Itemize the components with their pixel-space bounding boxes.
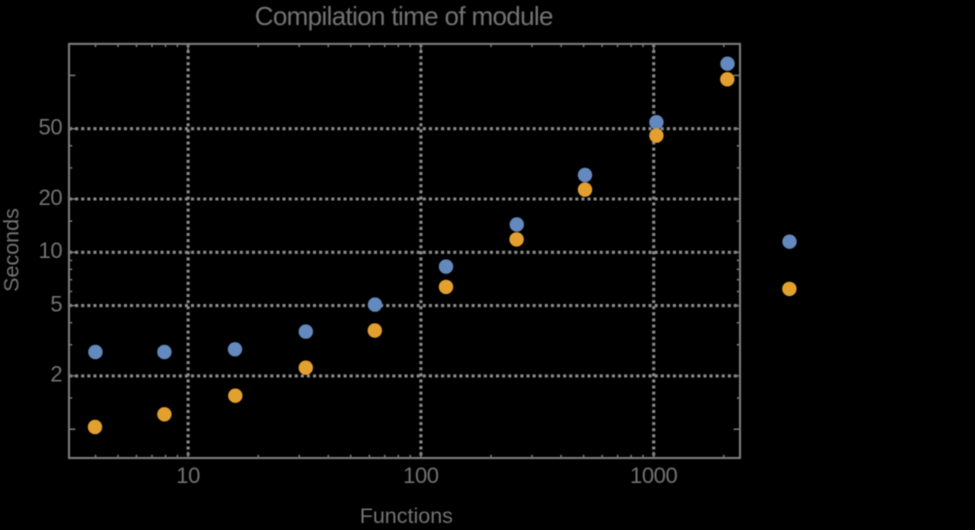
svg-text:Compilation time of module: Compilation time of module — [255, 1, 553, 31]
svg-text:Seconds: Seconds — [0, 208, 23, 292]
svg-text:50: 50 — [39, 115, 63, 140]
svg-text:5: 5 — [50, 291, 62, 316]
svg-text:10: 10 — [39, 238, 63, 263]
svg-text:10: 10 — [176, 463, 200, 488]
svg-text:1000: 1000 — [630, 463, 678, 488]
svg-text:100: 100 — [403, 463, 439, 488]
svg-text:20: 20 — [39, 185, 63, 210]
svg-text:2: 2 — [50, 362, 62, 387]
svg-text:Functions: Functions — [360, 504, 453, 525]
